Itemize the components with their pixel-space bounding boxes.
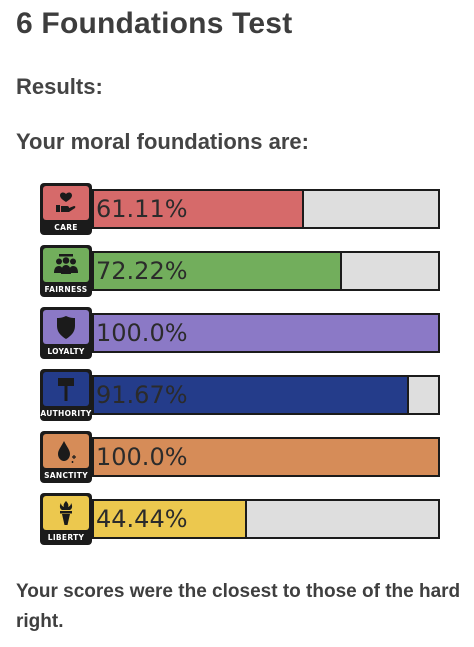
droplet-icon [58, 441, 76, 463]
sanctity-badge-bg [43, 434, 89, 468]
authority-bar-track: 91.67% [92, 375, 440, 415]
care-badge-bg [43, 186, 89, 220]
liberty-bar-track: 44.44% [92, 499, 440, 539]
fairness-score: 72.22% [96, 257, 188, 285]
gavel-icon [58, 378, 74, 401]
sanctity-bar-track: 100.0% [92, 437, 440, 477]
liberty-bar-fill [94, 501, 247, 537]
result-summary: Your scores were the closest to those of… [16, 581, 461, 632]
loyalty-score: 100.0% [96, 319, 188, 347]
foundation-row-fairness: FAIRNESS 72.22% [40, 245, 442, 301]
authority-score: 91.67% [96, 381, 188, 409]
sanctity-label: SANCTITY [44, 471, 88, 480]
authority-badge-bg [43, 372, 89, 406]
people-group-icon [54, 254, 78, 274]
care-badge: CARE [40, 183, 92, 235]
liberty-score: 44.44% [96, 505, 188, 533]
foundation-row-loyalty: LOYALTY 100.0% [40, 307, 442, 363]
loyalty-bar-fill [94, 315, 438, 351]
foundation-row-authority: AUTHORITY 91.67% [40, 369, 442, 425]
liberty-badge-bg [43, 496, 89, 530]
liberty-badge: LIBERTY [40, 493, 92, 545]
care-bar-track: 61.11% [92, 189, 440, 229]
fairness-label: FAIRNESS [44, 285, 88, 294]
foundation-row-care: CARE 61.11% [40, 183, 442, 239]
loyalty-badge: LOYALTY [40, 307, 92, 359]
results-heading: Results: [16, 74, 103, 99]
loyalty-bar-track: 100.0% [92, 313, 440, 353]
sanctity-bar-fill [94, 439, 438, 475]
foundation-row-sanctity: SANCTITY 100.0% [40, 431, 442, 487]
authority-badge: AUTHORITY [40, 369, 92, 421]
fairness-badge-bg [43, 248, 89, 282]
heart-hand-icon [56, 192, 76, 212]
sanctity-score: 100.0% [96, 443, 188, 471]
sanctity-badge: SANCTITY [40, 431, 92, 483]
loyalty-badge-bg [43, 310, 89, 344]
fairness-badge: FAIRNESS [40, 245, 92, 297]
shield-icon [57, 316, 75, 339]
liberty-label: LIBERTY [47, 533, 85, 542]
page-title: 6 Foundations Test [16, 7, 293, 40]
fairness-bar-fill [94, 253, 343, 289]
authority-label: AUTHORITY [40, 409, 92, 418]
torch-icon [59, 501, 73, 525]
foundations-subtitle: Your moral foundations are: [16, 129, 309, 154]
care-label: CARE [54, 223, 78, 232]
fairness-bar-track: 72.22% [92, 251, 440, 291]
foundation-bars: CARE 61.11% FAIRNESS 7 [40, 183, 442, 555]
foundation-row-liberty: LIBERTY 44.44% [40, 493, 442, 549]
care-score: 61.11% [96, 195, 188, 223]
care-bar-fill [94, 191, 305, 227]
loyalty-label: LOYALTY [47, 347, 85, 356]
authority-bar-fill [94, 377, 410, 413]
